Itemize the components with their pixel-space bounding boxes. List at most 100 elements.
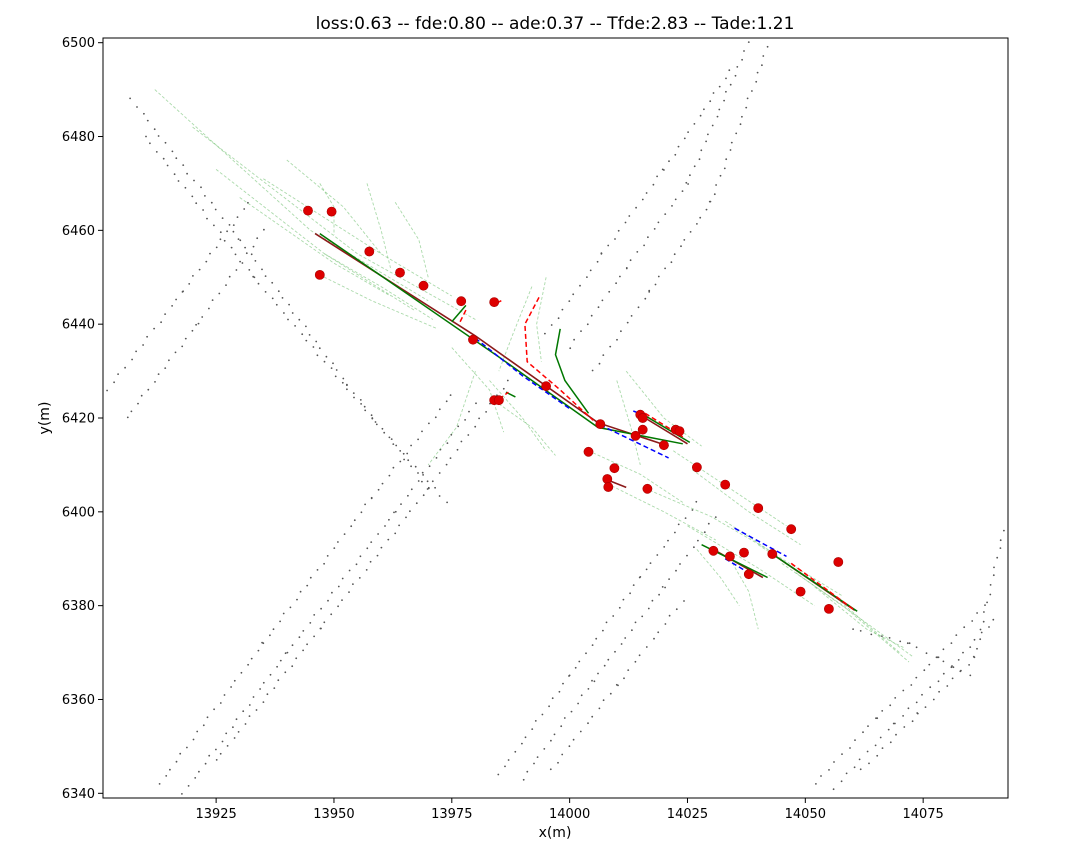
lane-dot (870, 633, 873, 636)
lane-dot (192, 738, 195, 741)
lane-dot (320, 607, 322, 610)
y-tick-label: 6340 (62, 787, 95, 802)
lane-dot (263, 228, 265, 231)
lane-dot (154, 381, 156, 383)
lane-dot (240, 671, 243, 674)
lane-dot (625, 267, 628, 270)
lane-dot (294, 325, 296, 327)
lane-dot (228, 224, 231, 226)
lane-dot (428, 465, 431, 468)
lane-dot (602, 354, 605, 356)
lane-dot (252, 245, 255, 248)
lane-dot (427, 486, 430, 489)
lane-dot (968, 664, 970, 666)
lane-dot (162, 157, 165, 160)
lane-dot (551, 697, 554, 700)
lane-dot (894, 722, 896, 725)
lane-dot (193, 179, 195, 182)
lane-marking-layer (106, 41, 1005, 795)
lane-dot (169, 768, 171, 771)
lane-dot (705, 208, 708, 211)
lane-dot (417, 480, 420, 482)
lane-dot (832, 788, 835, 791)
lane-dot (289, 606, 292, 609)
lane-dot (697, 539, 699, 542)
lane-dot (308, 334, 311, 336)
lane-dot (681, 190, 684, 193)
lane-dot (327, 599, 329, 602)
agent-point (493, 395, 504, 406)
lane-dot (414, 465, 417, 468)
y-tick-label: 6360 (62, 693, 95, 708)
lane-dot (295, 657, 298, 660)
agent-point (630, 430, 641, 441)
lane-dot (266, 693, 269, 696)
lane-dot (661, 586, 664, 588)
lane-dot (219, 752, 222, 755)
lane-dot (645, 192, 648, 194)
agent-point (767, 549, 778, 559)
lane-dot (657, 631, 660, 634)
lane-dot (715, 184, 717, 186)
lane-dot (600, 252, 603, 255)
candidate-path (696, 549, 740, 606)
lane-dot (237, 731, 240, 733)
x-tick-label: 14075 (902, 807, 943, 822)
lane-dot (426, 488, 429, 490)
candidate-path (154, 89, 429, 302)
lane-dot (992, 574, 995, 577)
lane-dot (126, 416, 129, 419)
lane-dot (426, 480, 429, 483)
lane-dot (993, 566, 995, 569)
lane-dot (191, 329, 194, 332)
lane-dot (232, 230, 235, 233)
lane-dot (595, 637, 598, 640)
lane-dot (388, 474, 391, 477)
lane-dot (142, 344, 145, 346)
lane-dot (377, 488, 380, 491)
lane-dot (663, 546, 666, 548)
lane-dot (591, 644, 594, 646)
lane-dot (630, 315, 633, 317)
lane-dot (911, 720, 914, 723)
lane-dot (605, 621, 608, 624)
lane-dot (233, 679, 236, 682)
lane-dot (175, 760, 178, 763)
lane-dot (653, 637, 655, 640)
lane-dot (854, 739, 856, 741)
lane-dot (603, 664, 606, 667)
lane-dot (989, 584, 992, 586)
candidate-path (687, 525, 815, 607)
lane-dot (950, 666, 953, 669)
lane-dot (135, 350, 138, 353)
lane-dot (277, 290, 280, 293)
lane-dot (942, 648, 945, 651)
lane-dot (675, 569, 677, 572)
lane-dot (445, 400, 448, 403)
lane-dot (986, 601, 988, 604)
lane-dot (568, 300, 571, 302)
agent-point (743, 569, 754, 580)
lane-dot (393, 511, 395, 514)
lane-dot (337, 585, 340, 588)
lane-dot (951, 677, 954, 680)
lane-dot (360, 511, 363, 514)
lane-dot (316, 569, 319, 571)
lane-dot (255, 709, 258, 711)
lane-dot (446, 501, 448, 504)
lane-dot (387, 538, 390, 541)
lane-dot (502, 387, 505, 390)
lane-dot (889, 704, 892, 707)
lane-dot (475, 402, 477, 405)
candidate-path-layer (154, 89, 914, 663)
lane-dot (431, 480, 434, 483)
lane-dot (457, 425, 460, 428)
lane-dot (718, 85, 721, 88)
lane-dot (153, 128, 156, 131)
lane-marking (852, 628, 972, 677)
lane-dot (902, 715, 904, 717)
lane-dot (693, 165, 696, 168)
lane-dot (210, 201, 213, 204)
lane-dot (299, 590, 302, 593)
